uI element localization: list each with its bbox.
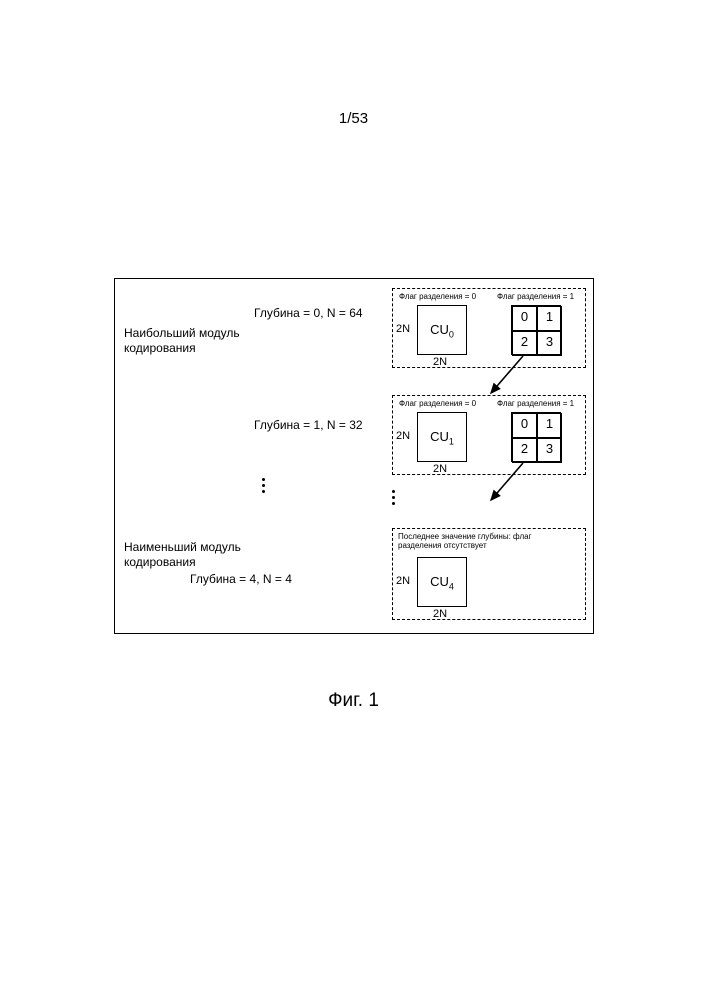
figure-caption: Фиг. 1 [0, 690, 707, 712]
arrow-1-to-next [491, 463, 523, 500]
arrows-svg [0, 0, 707, 1000]
page-root: 1/53 Наибольший модуль кодирования Глуби… [0, 0, 707, 1000]
arrow-0-to-1 [491, 356, 523, 393]
